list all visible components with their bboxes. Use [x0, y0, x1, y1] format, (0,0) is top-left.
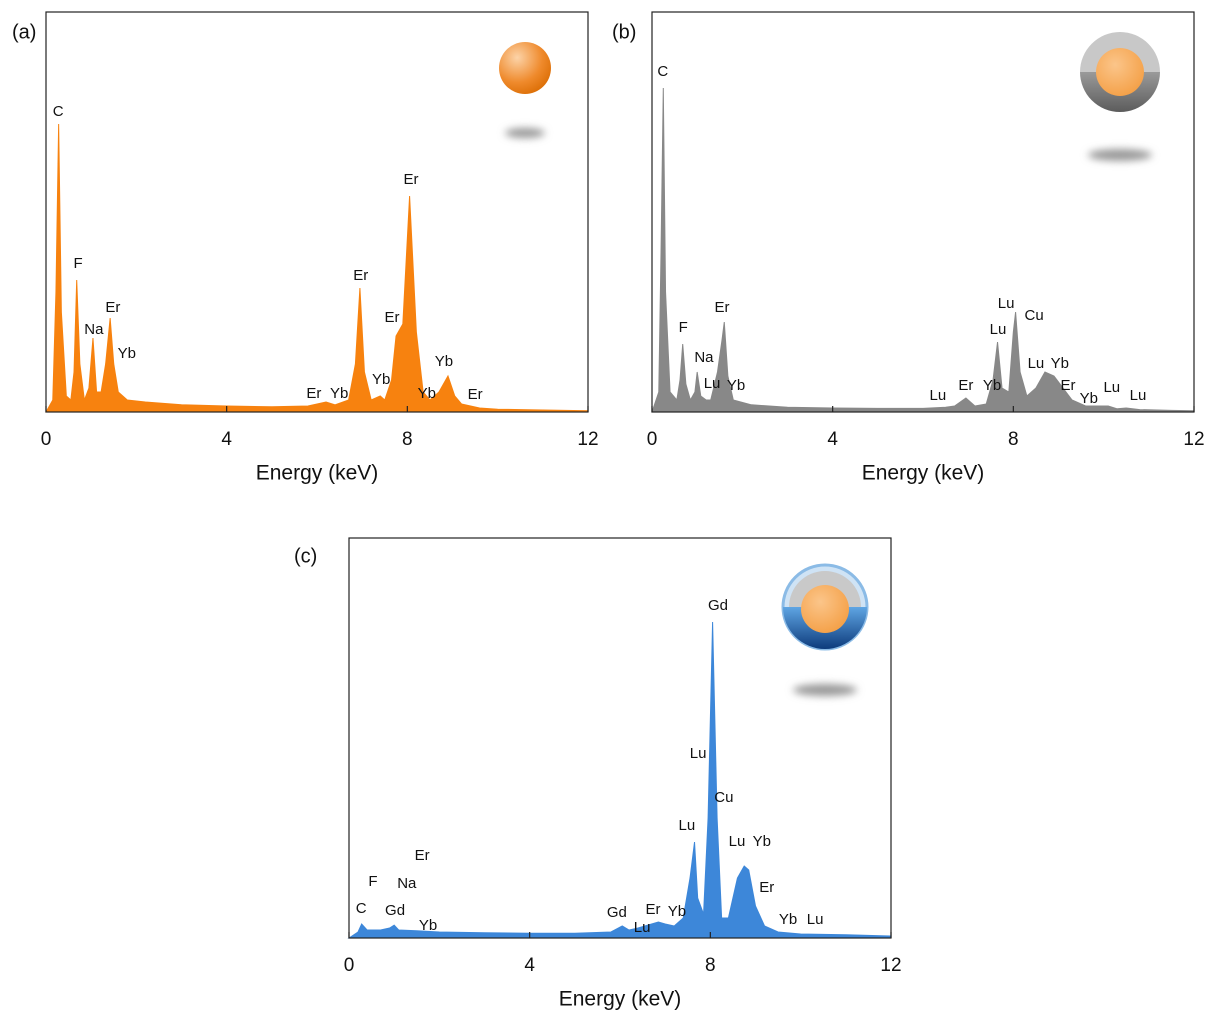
icon-shadow — [1088, 149, 1152, 161]
panel: 0 4 8 12 Energy (keV) (c) Gd Lu Cu Lu Lu Yb Er Yb Lu CF… — [294, 537, 902, 1011]
peak-label: Na — [397, 875, 417, 892]
peak-label: Lu — [690, 745, 707, 762]
peak-label: Lu — [1130, 387, 1147, 404]
panel-label: (c) — [294, 545, 317, 567]
peak-label: Lu — [990, 321, 1007, 338]
peak-label: Er — [384, 309, 399, 326]
peak-label: Er — [468, 386, 483, 403]
peak-label: Er — [415, 847, 430, 864]
peak-label: Lu — [679, 817, 696, 834]
peak-label: Er — [306, 385, 321, 402]
peak-label: Lu — [704, 375, 721, 392]
peak-label: Yb — [118, 345, 136, 362]
peak-label: Yb — [1080, 390, 1098, 407]
x-tick-label: 4 — [827, 429, 838, 450]
peak-label: Lu — [1028, 355, 1045, 372]
x-axis-label: Energy (keV) — [256, 462, 379, 485]
peak-label: Lu — [634, 919, 651, 936]
plot-frame — [651, 11, 1195, 413]
peak-label: F — [73, 255, 82, 272]
x-tick-label: 12 — [880, 955, 901, 976]
plot-frame — [45, 11, 589, 413]
peak-label: Gd — [607, 904, 627, 921]
x-tick-label: 12 — [1183, 429, 1204, 450]
peak-label: Na — [694, 349, 714, 366]
peak-label: Er — [403, 171, 418, 188]
x-tick-label: 4 — [524, 955, 535, 976]
panel: 0 4 8 12 Energy (keV) (b) C F Na Lu Er Yb Lu Er Yb Lu Lu… — [612, 11, 1205, 485]
x-tick-label: 4 — [221, 429, 232, 450]
core — [1096, 48, 1144, 96]
spectrum — [45, 123, 589, 413]
peak-label: Lu — [998, 295, 1015, 312]
x-tick-label: 0 — [41, 429, 52, 450]
peak-label: Lu — [1103, 379, 1120, 396]
peak-label: F — [368, 873, 377, 890]
peak-label: Yb — [779, 911, 797, 928]
peak-label: Er — [715, 299, 730, 316]
x-axis-label: Energy (keV) — [559, 988, 682, 1011]
x-tick-label: 0 — [647, 429, 658, 450]
plot-frame — [348, 537, 892, 939]
peak-label: Er — [1060, 377, 1075, 394]
peak-label: Er — [645, 901, 660, 918]
peak-label: Lu — [729, 833, 746, 850]
peak-label: C — [356, 900, 367, 917]
x-tick-label: 8 — [705, 955, 716, 976]
peak-label: Yb — [983, 377, 1001, 394]
peak-label: Yb — [419, 917, 437, 934]
peak-label: Yb — [418, 385, 436, 402]
sphere-icon — [499, 42, 551, 94]
peak-label: Lu — [807, 911, 824, 928]
peak-label: Yb — [372, 371, 390, 388]
icon-shadow — [505, 128, 545, 138]
spectrum — [651, 87, 1195, 413]
spectrum — [347, 621, 892, 939]
peak-label: F — [679, 319, 688, 336]
peak-label: Cu — [714, 789, 733, 806]
peak-label: Lu — [930, 387, 947, 404]
x-tick-label: 0 — [344, 955, 355, 976]
peak-label: Cu — [1025, 307, 1044, 324]
peak-label: Er — [958, 377, 973, 394]
peak-label: Yb — [435, 353, 453, 370]
peak-label: Yb — [727, 377, 745, 394]
peak-label: Yb — [1051, 355, 1069, 372]
peak-label: Gd — [385, 902, 405, 919]
icon-shadow — [793, 684, 857, 696]
peak-label: Yb — [330, 385, 348, 402]
x-tick-label: 8 — [402, 429, 413, 450]
peak-label: Yb — [753, 833, 771, 850]
peak-label: Gd — [708, 597, 728, 614]
core — [801, 585, 849, 633]
panel-label: (a) — [12, 21, 36, 43]
peak-label: Er — [353, 267, 368, 284]
x-axis-label: Energy (keV) — [862, 462, 985, 485]
peak-label: C — [53, 103, 64, 120]
peak-label: C — [657, 63, 668, 80]
peak-label: Er — [759, 879, 774, 896]
x-tick-label: 12 — [577, 429, 598, 450]
peak-label: Yb — [668, 903, 686, 920]
peak-label: Er — [105, 299, 120, 316]
x-tick-label: 8 — [1008, 429, 1019, 450]
peak-label: Na — [84, 321, 104, 338]
panel-label: (b) — [612, 21, 636, 43]
